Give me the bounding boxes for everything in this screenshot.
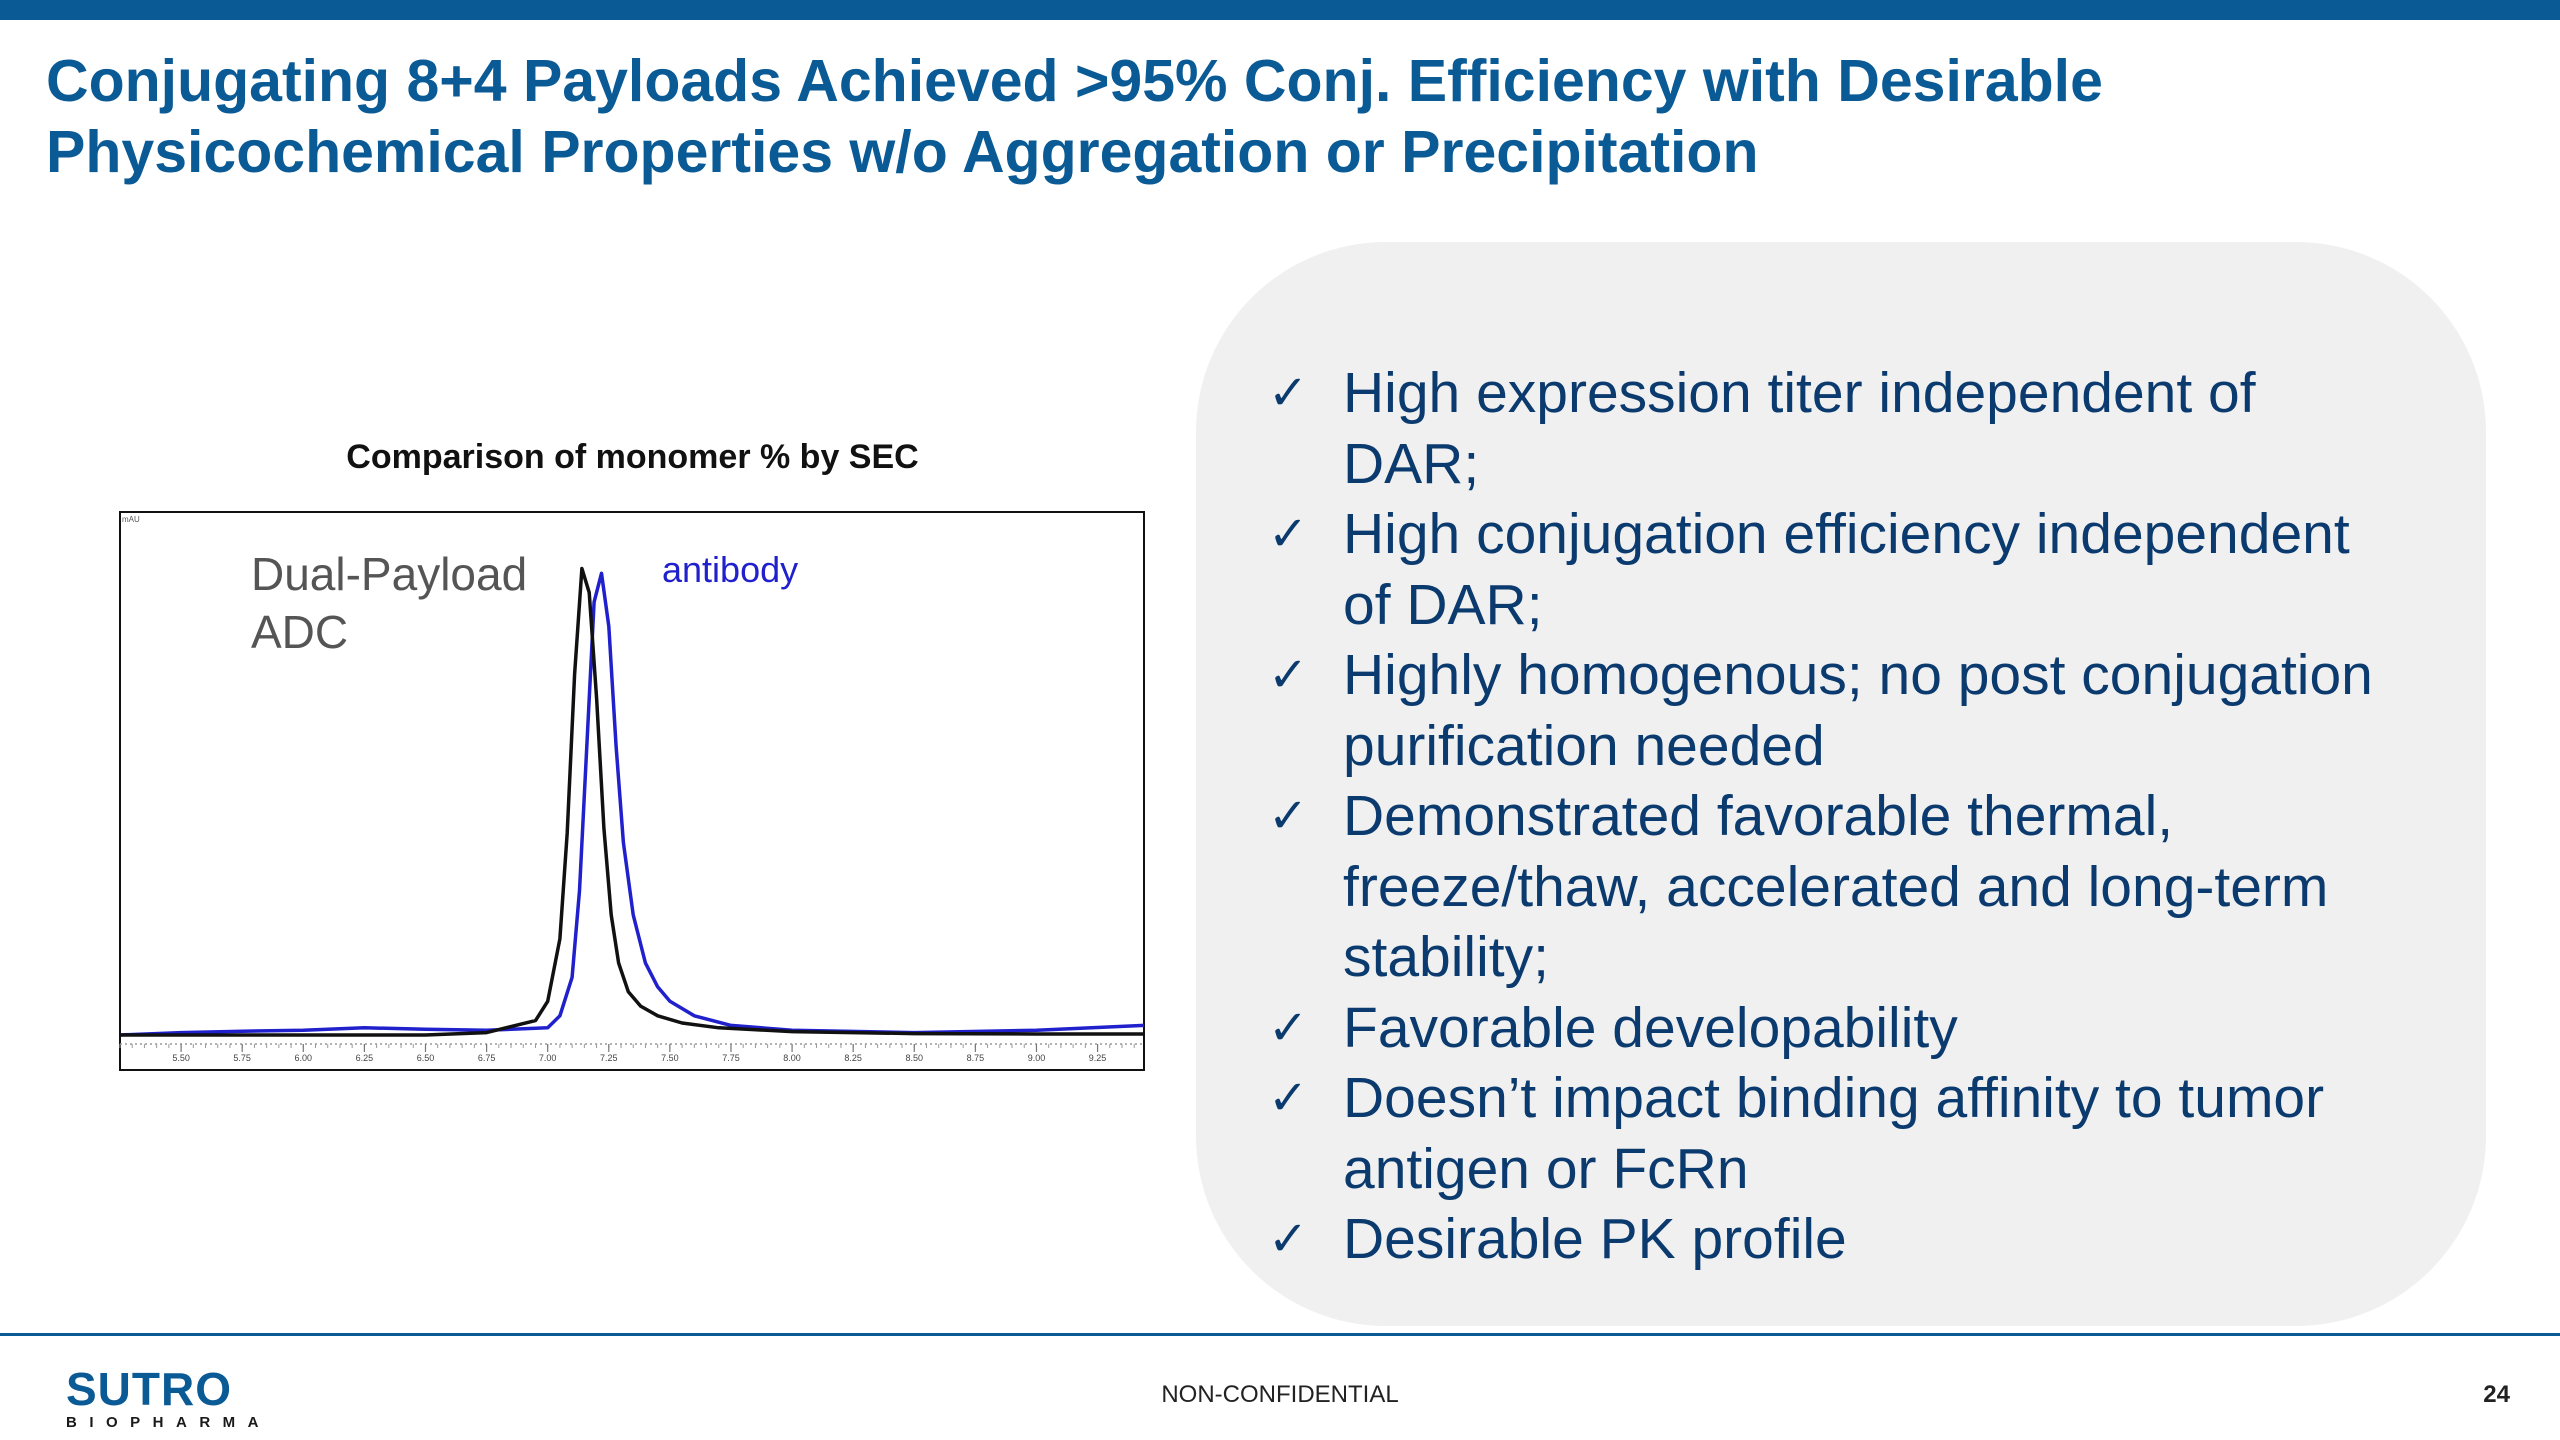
series-line-dual-payload-adc (120, 566, 1144, 1037)
highlight-item: ✓ Doesn’t impact binding affinity to tumo… (1268, 1063, 2468, 1204)
check-mark-icon: ✓ (1268, 1070, 1309, 1126)
check-mark-icon: ✓ (1268, 999, 1309, 1056)
highlight-text-line: High expression titer independent of (1343, 361, 2256, 425)
x-tick-label: 6.00 (295, 1053, 313, 1063)
x-tick-label: 9.25 (1089, 1053, 1107, 1063)
x-tick-label: 5.50 (172, 1053, 190, 1063)
x-tick-label: 6.25 (356, 1053, 374, 1063)
highlight-text-line: antigen or FcRn (1343, 1136, 1749, 1201)
slide-title-line-1: Conjugating 8+4 Payloads Achieved >95% C… (46, 48, 2103, 114)
footer-divider (0, 1333, 2560, 1336)
highlight-text-line: Desirable PK profile (1343, 1207, 1847, 1271)
x-tick-label: 8.75 (967, 1053, 985, 1063)
chart-title: Comparison of monomer % by SEC (346, 438, 919, 476)
logo-wordmark: SUTRO (66, 1363, 232, 1415)
check-mark-icon: ✓ (1268, 365, 1309, 421)
plot-frame (119, 511, 1145, 1071)
series-label-dual-payload-adc: ADC (251, 606, 348, 658)
series-label-dual-payload-adc: Dual-Payload (251, 548, 527, 600)
x-tick-label: 8.25 (844, 1053, 862, 1063)
highlight-text-line: Favorable developability (1343, 995, 1958, 1060)
highlight-text-line: Doesn’t impact binding affinity to tumor (1343, 1066, 2325, 1130)
check-mark-icon: ✓ (1268, 647, 1309, 703)
x-tick-label: 8.00 (783, 1053, 801, 1063)
slide-title-line-2: Physicochemical Properties w/o Aggregati… (46, 119, 1759, 185)
x-tick-label: 7.25 (600, 1053, 618, 1063)
x-tick-label: 6.50 (417, 1053, 435, 1063)
check-mark-icon: ✓ (1268, 788, 1309, 844)
top-accent-bar (0, 0, 2560, 20)
highlights-panel (1196, 242, 2486, 1326)
highlight-text-line: freeze/thaw, accelerated and long-term (1343, 854, 2329, 919)
x-tick-label: 5.75 (233, 1053, 251, 1063)
highlight-item: ✓ Favorable developability (1268, 993, 2468, 1064)
page-number: 24 (2483, 1381, 2510, 1408)
highlight-text-line: Highly homogenous; no post conjugation (1343, 643, 2373, 707)
x-tick-label: 8.50 (906, 1053, 924, 1063)
y-axis-label: mAU (122, 515, 140, 524)
check-mark-icon: ✓ (1268, 506, 1309, 562)
slide-title: Conjugating 8+4 Payloads Achieved >95% C… (46, 46, 2446, 188)
x-tick-label: 7.50 (661, 1053, 679, 1063)
sec-chromatogram-chart: mAU 5.50 5.75 6.00 6.25 6.50 6.75 7.00 7.25 7.50 7… (119, 511, 1145, 1071)
confidentiality-label: NON-CONFIDENTIAL (1161, 1381, 1399, 1408)
check-mark-icon: ✓ (1268, 1211, 1309, 1267)
series-label-antibody: antibody (662, 549, 798, 590)
logo-subtitle: BIOPHARMA (66, 1414, 271, 1431)
highlight-text-line: DAR; (1343, 431, 1480, 496)
x-tick-label: 7.75 (722, 1053, 740, 1063)
highlight-item: ✓ Demonstrated favorable thermal, freeze/t… (1268, 781, 2468, 993)
series-line-antibody (119, 571, 1145, 1037)
highlight-text-line: High conjugation efficiency independent (1343, 502, 2350, 566)
x-tick-label: 9.00 (1028, 1053, 1046, 1063)
x-tick-label: 7.00 (539, 1053, 557, 1063)
highlight-item: ✓ High expression titer independent of DAR… (1268, 358, 2468, 499)
sutro-logo: SUTRO BIOPHARMA (66, 1366, 271, 1431)
highlight-item: ✓ Highly homogenous; no post conjugation p… (1268, 640, 2468, 781)
highlight-item: ✓ Desirable PK profile (1268, 1204, 2468, 1275)
highlight-item: ✓ High conjugation efficiency independent… (1268, 499, 2468, 640)
x-tick-label: 6.75 (478, 1053, 496, 1063)
highlight-text-line: purification needed (1343, 713, 1825, 778)
highlights-list: ✓ High expression titer independent of DAR… (1268, 358, 2468, 1275)
highlight-text-line: stability; (1343, 925, 1549, 989)
highlight-text-line: of DAR; (1343, 572, 1543, 637)
highlight-text-line: Demonstrated favorable thermal, (1343, 784, 2174, 848)
